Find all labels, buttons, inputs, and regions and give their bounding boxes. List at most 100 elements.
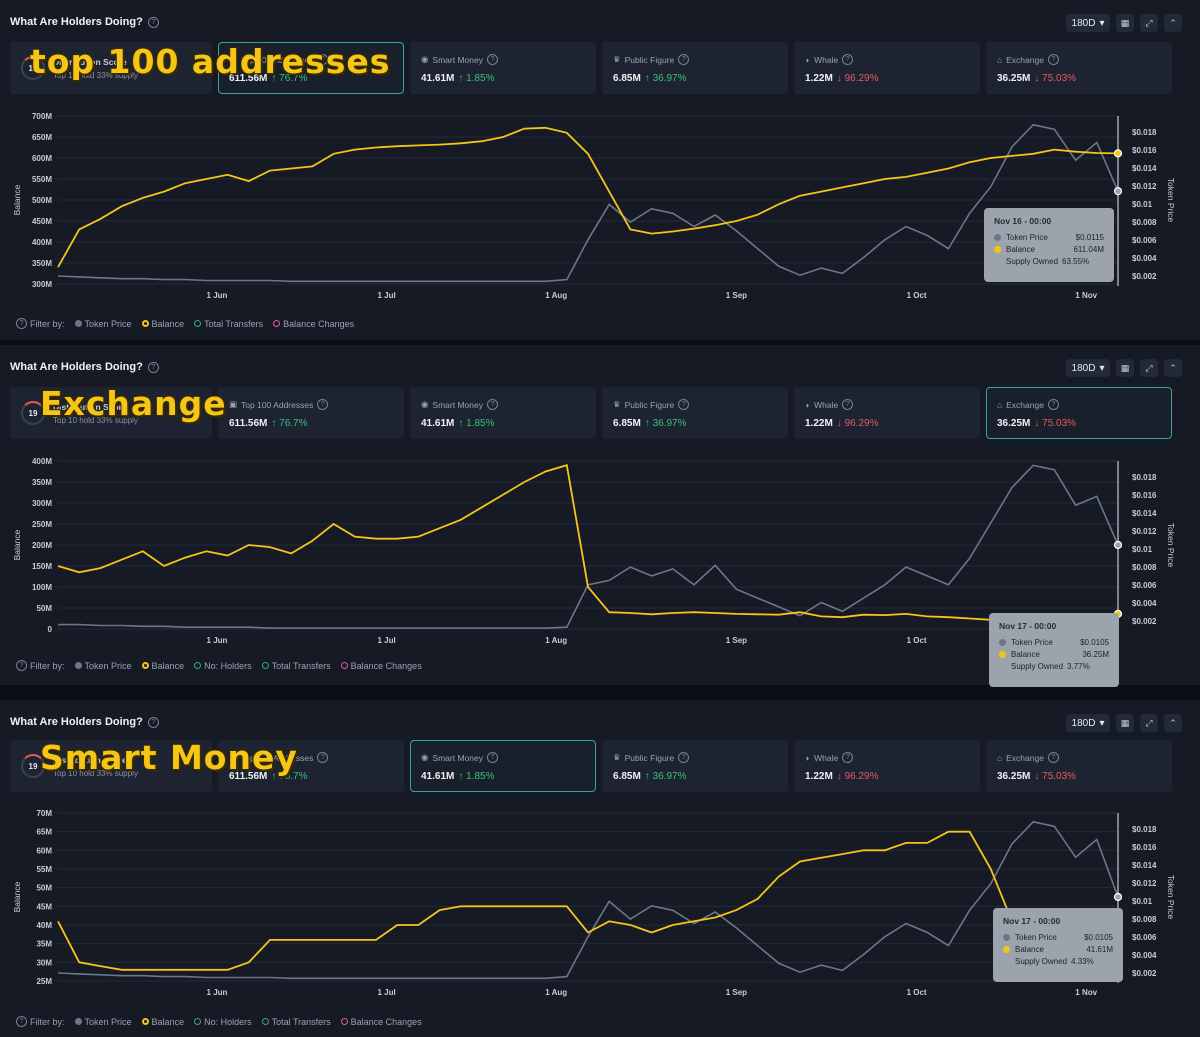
- info-icon[interactable]: ?: [317, 752, 329, 763]
- card-public-figure[interactable]: ♛ Public Figure? 6.85M ↑ 36.97%: [602, 387, 788, 439]
- filter-no-holders[interactable]: No: Holders: [194, 661, 252, 671]
- price-dot-icon: [74, 1018, 82, 1025]
- info-icon[interactable]: ?: [1047, 54, 1059, 65]
- x-tick-label: 1 Nov: [1075, 988, 1097, 997]
- filter-balance[interactable]: Balance: [141, 661, 184, 671]
- calendar-icon[interactable]: ▦: [1116, 714, 1134, 732]
- filter-no-holders[interactable]: No: Holders: [194, 1017, 252, 1027]
- y-right-tick-label: $0.002: [1132, 617, 1157, 626]
- range-select[interactable]: 180D ▾: [1066, 714, 1110, 732]
- y-right-tick-label: $0.004: [1132, 599, 1157, 608]
- info-icon[interactable]: ?: [147, 361, 159, 373]
- info-icon[interactable]: ?: [16, 318, 27, 329]
- info-icon[interactable]: ?: [147, 16, 159, 28]
- expand-icon[interactable]: ⤢: [1140, 14, 1158, 32]
- filter-total-transfers[interactable]: Total Transfers: [261, 1017, 331, 1027]
- tooltip-value: 36.25M: [1082, 650, 1109, 659]
- calendar-icon[interactable]: ▦: [1116, 14, 1134, 32]
- range-select[interactable]: 180D ▾: [1066, 14, 1110, 32]
- balance-price-chart[interactable]: 0 50M 100M 150M 200M 250M 300M 350M 400M $0.002 $0…: [0, 453, 1200, 653]
- collapse-icon[interactable]: ⌃: [1164, 14, 1182, 32]
- card-exchange[interactable]: ⌂ Exchange? 36.25M ↓ 75.03%: [986, 42, 1172, 94]
- y-axis-title: Balance: [12, 184, 22, 215]
- y-tick-label: 65M: [36, 828, 52, 837]
- card-label: Whale: [814, 54, 839, 65]
- filter-label: Filter by:: [30, 1016, 65, 1027]
- card-whale[interactable]: ◗ Whale? 1.22M ↓ 96.29%: [794, 740, 980, 792]
- holders-dot-icon: [194, 662, 202, 669]
- filter-balance[interactable]: Balance: [141, 319, 184, 329]
- y-right-tick-label: $0.004: [1132, 254, 1157, 263]
- card-public-figure[interactable]: ♛ Public Figure? 6.85M ↑ 36.97%: [602, 42, 788, 94]
- card-top-100-addresses[interactable]: ▣ Top 100 Addresses? 611.56M ↑ 76.7%: [218, 42, 404, 94]
- y-right-tick-label: $0.006: [1132, 236, 1157, 245]
- card-whale[interactable]: ◗ Whale? 1.22M ↓ 96.29%: [794, 387, 980, 439]
- panel-exchange: What Are Holders Doing?? 180D ▾ ▦ ⤢ ⌃ 19 …: [0, 345, 1200, 687]
- collapse-icon[interactable]: ⌃: [1164, 359, 1182, 377]
- balance-price-chart[interactable]: 300M 350M 400M 450M 500M 550M 600M 650M 700M $0.0…: [0, 108, 1200, 308]
- filter-balance[interactable]: Balance: [141, 1017, 184, 1027]
- filter-total-transfers[interactable]: Total Transfers: [194, 319, 263, 329]
- card-value: 611.56M: [229, 418, 268, 429]
- card-label: Exchange: [1006, 54, 1044, 65]
- card-change: ↑ 36.97%: [644, 771, 687, 782]
- info-icon[interactable]: ?: [486, 399, 498, 410]
- info-icon[interactable]: ?: [147, 716, 159, 728]
- info-icon[interactable]: ?: [678, 752, 690, 763]
- card-value: 6.85M: [613, 73, 641, 84]
- chart-tooltip: Nov 16 - 00:00 Token Price $0.0115 Balanc…: [984, 208, 1114, 282]
- card-label: Whale: [814, 752, 839, 763]
- info-icon[interactable]: ?: [678, 399, 690, 410]
- filter-token-price[interactable]: Token Price: [74, 319, 132, 329]
- info-icon[interactable]: ?: [842, 54, 854, 65]
- info-icon[interactable]: ?: [317, 54, 329, 65]
- filter-balance-changes[interactable]: Balance Changes: [340, 661, 422, 671]
- info-icon[interactable]: ?: [842, 399, 854, 410]
- y-tick-label: 350M: [32, 478, 52, 487]
- info-icon[interactable]: ?: [842, 752, 854, 763]
- filter-total-transfers[interactable]: Total Transfers: [261, 661, 331, 671]
- card-distribution-score[interactable]: 19 Distribution Score Top 10 hold 33% su…: [10, 387, 212, 439]
- balance-price-chart[interactable]: 25M 30M 35M 40M 45M 50M 55M 60M 65M 70M $0.002 $0.0…: [0, 805, 1200, 1005]
- token-price-line: [57, 123, 1119, 283]
- annotation-overlay: Exchange: [40, 384, 227, 423]
- card-smart-money[interactable]: ◉ Smart Money? 41.61M ↑ 1.85%: [410, 740, 596, 792]
- card-distribution-score[interactable]: 19 Distribution Score Top 10 hold 33% su…: [10, 42, 212, 94]
- filter-token-price[interactable]: Token Price: [74, 661, 132, 671]
- card-distribution-score[interactable]: 19 Distribution Score Top 10 hold 33% su…: [10, 740, 212, 792]
- calendar-icon[interactable]: ▦: [1116, 359, 1134, 377]
- info-icon[interactable]: ?: [486, 752, 498, 763]
- y-right-tick-label: $0.014: [1132, 861, 1157, 870]
- card-exchange[interactable]: ⌂ Exchange? 36.25M ↓ 75.03%: [986, 740, 1172, 792]
- filter-balance-changes[interactable]: Balance Changes: [340, 1017, 422, 1027]
- chart-tooltip: Nov 17 - 00:00 Token Price $0.0105 Balanc…: [989, 613, 1119, 687]
- expand-icon[interactable]: ⤢: [1140, 714, 1158, 732]
- expand-icon[interactable]: ⤢: [1140, 359, 1158, 377]
- card-public-figure[interactable]: ♛ Public Figure? 6.85M ↑ 36.97%: [602, 740, 788, 792]
- tooltip-date: Nov 17 - 00:00: [999, 621, 1057, 631]
- collapse-icon[interactable]: ⌃: [1164, 714, 1182, 732]
- info-icon[interactable]: ?: [1047, 399, 1059, 410]
- card-label: Distribution Score: [53, 57, 127, 67]
- filter-balance-changes[interactable]: Balance Changes: [273, 319, 354, 329]
- card-exchange[interactable]: ⌂ Exchange? 36.25M ↓ 75.03%: [986, 387, 1172, 439]
- filter-bar: ? Filter by: Token Price Balance No: Hold…: [16, 1016, 422, 1027]
- card-change: ↑ 1.85%: [458, 771, 495, 782]
- info-icon[interactable]: ?: [1047, 752, 1059, 763]
- card-label: Distribution Score: [53, 755, 127, 765]
- range-select[interactable]: 180D ▾: [1066, 359, 1110, 377]
- card-smart-money[interactable]: ◉ Smart Money? 41.61M ↑ 1.85%: [410, 387, 596, 439]
- card-smart-money[interactable]: ◉ Smart Money? 41.61M ↑ 1.85%: [410, 42, 596, 94]
- card-whale[interactable]: ◗ Whale? 1.22M ↓ 96.29%: [794, 42, 980, 94]
- info-icon[interactable]: ?: [678, 54, 690, 65]
- info-icon[interactable]: ?: [16, 1016, 27, 1027]
- info-icon[interactable]: ?: [16, 660, 27, 671]
- filter-token-price[interactable]: Token Price: [74, 1017, 132, 1027]
- info-icon[interactable]: ?: [317, 399, 329, 410]
- card-top-100-addresses[interactable]: ▣ Top 100 Addresses? 611.56M ↑ 76.7%: [218, 387, 404, 439]
- info-icon[interactable]: ?: [486, 54, 498, 65]
- tooltip-value: 41.61M: [1086, 945, 1113, 954]
- y-tick-label: 400M: [32, 238, 52, 247]
- card-top-100-addresses[interactable]: ▣ Top 100 Addresses? 611.56M ↑ 76.7%: [218, 740, 404, 792]
- tooltip-value: $0.0105: [1080, 638, 1109, 647]
